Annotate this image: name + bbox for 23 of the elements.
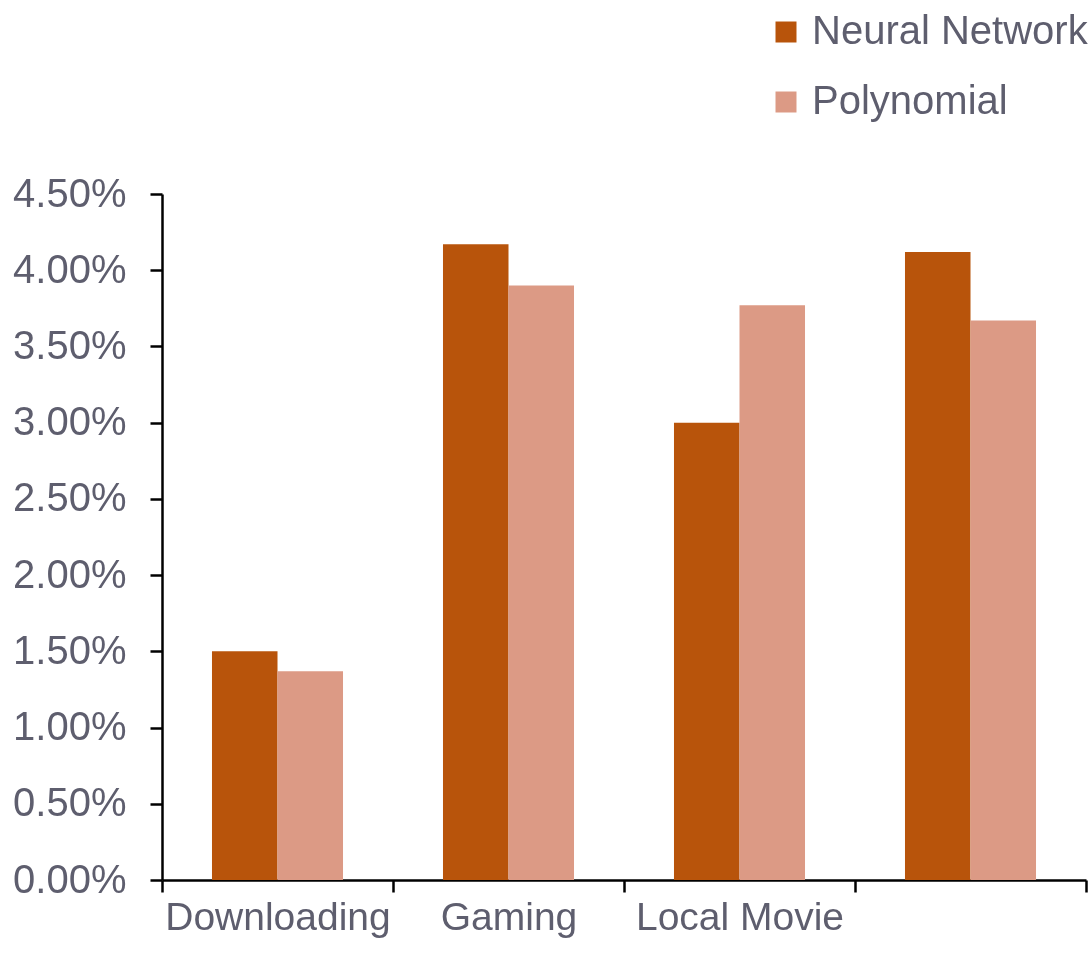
x-tick-label: Downloading: [165, 894, 391, 938]
y-tick-label: 4.00%: [13, 246, 127, 291]
y-tick-label: 3.50%: [13, 322, 127, 367]
bar: [673, 422, 740, 880]
bar: [970, 320, 1037, 880]
bar: [508, 285, 575, 880]
y-tick-label: 0.00%: [13, 856, 127, 901]
y-tick-label: 3.00%: [13, 399, 127, 444]
y-tick-label: 1.00%: [13, 704, 127, 749]
y-tick-label: 2.50%: [13, 475, 127, 520]
y-tick-label: 1.50%: [13, 627, 127, 672]
x-tick-label: Local Movie: [635, 894, 845, 938]
bar: [277, 671, 344, 880]
bar: [211, 651, 278, 880]
legend-label: Polynomial: [812, 78, 1008, 122]
legend-label: Neural Network: [812, 8, 1089, 52]
y-tick-label: 2.00%: [13, 551, 127, 596]
y-tick-label: 4.50%: [13, 170, 127, 215]
bar: [904, 251, 971, 880]
bar: [739, 305, 806, 880]
x-tick-label: Gaming: [440, 894, 578, 938]
bar: [442, 244, 509, 880]
y-tick-label: 0.50%: [13, 780, 127, 825]
